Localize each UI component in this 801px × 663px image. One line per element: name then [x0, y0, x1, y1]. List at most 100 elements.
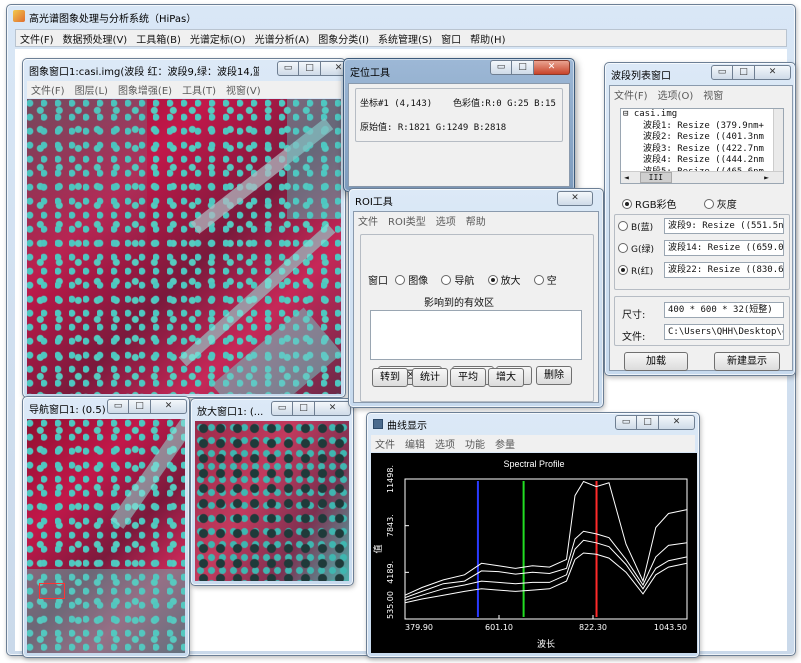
menu-file[interactable]: 文件(F) — [20, 34, 54, 46]
delete-button[interactable]: 删除 — [536, 366, 572, 385]
spectral-profile-chart[interactable]: Spectral Profile 379.90 601.10 822.30 1043.5… — [371, 453, 697, 653]
menu-view[interactable]: 视窗 — [703, 91, 724, 102]
channel-blue[interactable]: B(蓝) — [618, 220, 653, 233]
close-button[interactable]: ✕ — [534, 60, 570, 75]
minimize-button[interactable]: ▭ — [490, 60, 512, 75]
app-icon — [13, 10, 25, 22]
minimize-button[interactable]: ▭ — [711, 65, 733, 80]
menu-layer[interactable]: 图层(L) — [74, 86, 108, 97]
scroll-right-icon[interactable]: ► — [764, 173, 769, 182]
radio-nav[interactable] — [441, 275, 452, 285]
radio-image[interactable] — [395, 275, 406, 285]
menu-tools[interactable]: 工具(T) — [182, 86, 216, 97]
menu-options[interactable]: 选项(O) — [657, 91, 694, 102]
spectral-curve-4 — [404, 552, 688, 604]
menu-enhance[interactable]: 图象增强(E) — [117, 86, 173, 97]
curve-window[interactable]: 曲线显示 ▭ □ ✕ 文件 编辑 选项 功能 参量 Spectral Profi… — [366, 412, 700, 658]
menu-params[interactable]: 参量 — [495, 440, 515, 451]
minimize-button[interactable]: ▭ — [271, 401, 293, 416]
affected-list[interactable] — [370, 310, 582, 360]
coord-readout: 坐标#1 (4,143) — [360, 99, 433, 109]
menu-help[interactable]: 帮助 — [465, 217, 486, 228]
menu-view[interactable]: 视窗(V) — [225, 86, 261, 97]
stats-button[interactable]: 统计 — [412, 368, 448, 387]
menu-preprocess[interactable]: 数据预处理(V) — [62, 34, 128, 46]
tree-vscrollbar[interactable] — [773, 109, 783, 171]
menu-options[interactable]: 选项 — [435, 217, 456, 228]
locate-tool-window[interactable]: 定位工具 ▭ □ ✕ 坐标#1 (4,143) 色彩值:R:0 G:25 B:1… — [343, 58, 575, 192]
x-tick-label: 379.90 — [405, 623, 433, 632]
maximize-button[interactable]: □ — [299, 61, 321, 76]
tree-item[interactable]: 波段2: Resize ((401.3nm — [643, 132, 764, 142]
radio-rgb-label: RGB彩色 — [635, 200, 677, 211]
enlarge-button[interactable]: 增大 — [488, 368, 524, 387]
image-window[interactable]: 图象窗口1:casi.img(波段 红：波段9,绿：波段14,篮... ▭ □ … — [22, 58, 357, 398]
band-tree[interactable]: ⊟ casi.img 波段1: Resize (379.9nm+ 波段2: Re… — [620, 108, 784, 184]
radio-blue[interactable] — [618, 221, 628, 231]
minimize-button[interactable]: ▭ — [615, 415, 637, 430]
channel-blue-value: 波段9: Resize ((551.5nm — [664, 218, 784, 234]
radio-zoom-label: 放大 — [500, 276, 521, 287]
x-tick-label: 822.30 — [579, 623, 607, 632]
nav-viewport-box[interactable] — [39, 583, 65, 599]
window-label: 窗口 — [368, 276, 388, 287]
menu-file[interactable]: 文件(F) — [31, 86, 65, 97]
new-display-button[interactable]: 新建显示 — [714, 352, 780, 371]
radio-gray[interactable] — [703, 199, 714, 209]
tree-hscrollbar[interactable]: ◄ III ► — [621, 171, 783, 183]
channel-green-label: G(绿) — [631, 245, 654, 255]
minimize-button[interactable]: ▭ — [107, 399, 129, 414]
channel-green[interactable]: G(绿) — [618, 242, 654, 255]
size-value: 400 * 600 * 32(短整) — [664, 302, 784, 318]
x-axis-label: 波长 — [537, 638, 555, 650]
tree-item[interactable]: 波段1: Resize (379.9nm+ — [643, 120, 764, 131]
scroll-thumb[interactable]: III — [639, 172, 673, 183]
radio-red[interactable] — [618, 265, 628, 275]
close-button[interactable]: ✕ — [659, 415, 695, 430]
menu-system[interactable]: 系统管理(S) — [378, 34, 433, 46]
zoom-image[interactable] — [195, 421, 349, 581]
maximize-button[interactable]: □ — [733, 65, 755, 80]
nav-window[interactable]: 导航窗口1: (0.5) ▭ □ ✕ — [22, 396, 190, 658]
tree-root[interactable]: ⊟ casi.img — [623, 109, 678, 119]
menu-file[interactable]: 文件(F) — [614, 91, 648, 102]
menu-roi-type[interactable]: ROI类型 — [388, 217, 426, 228]
menu-help[interactable]: 帮助(H) — [470, 34, 506, 46]
maximize-button[interactable]: □ — [129, 399, 151, 414]
band-list-window[interactable]: 波段列表窗口 ▭ □ ✕ 文件(F) 选项(O) 视窗 ⊟ casi.img 波… — [604, 62, 796, 376]
channel-red[interactable]: R(红) — [618, 264, 653, 277]
scroll-left-icon[interactable]: ◄ — [624, 173, 629, 182]
minimize-button[interactable]: ▭ — [277, 61, 299, 76]
menu-calibration[interactable]: 光谱定标(O) — [189, 34, 246, 46]
tree-collapse-icon[interactable]: ⊟ — [623, 109, 634, 119]
close-button[interactable]: ✕ — [315, 401, 351, 416]
radio-rgb[interactable] — [622, 199, 632, 209]
menu-window[interactable]: 窗口 — [441, 34, 462, 46]
radio-green[interactable] — [618, 243, 628, 253]
average-button[interactable]: 平均 — [450, 368, 486, 387]
menu-options[interactable]: 选项 — [435, 440, 455, 451]
satellite-image[interactable] — [27, 99, 341, 394]
zoom-window[interactable]: 放大窗口1: (... ▭ □ ✕ — [190, 398, 354, 586]
menu-file[interactable]: 文件 — [358, 217, 378, 228]
radio-zoom[interactable] — [487, 275, 498, 285]
tree-item[interactable]: 波段4: Resize ((444.2nm — [643, 155, 764, 165]
maximize-button[interactable]: □ — [637, 415, 659, 430]
close-button[interactable]: ✕ — [151, 399, 187, 414]
radio-empty[interactable] — [533, 275, 544, 285]
nav-image[interactable] — [27, 419, 185, 653]
menu-function[interactable]: 功能 — [465, 440, 485, 451]
load-button[interactable]: 加载 — [624, 352, 688, 371]
menu-edit[interactable]: 编辑 — [405, 440, 425, 451]
tree-item[interactable]: 波段3: Resize ((422.7nm — [643, 143, 764, 154]
close-button[interactable]: ✕ — [557, 191, 593, 206]
spectral-curve-2 — [404, 530, 688, 599]
close-button[interactable]: ✕ — [755, 65, 791, 80]
menu-classification[interactable]: 图象分类(I) — [318, 34, 369, 46]
maximize-button[interactable]: □ — [293, 401, 315, 416]
menu-spectral-analysis[interactable]: 光谱分析(A) — [254, 34, 310, 46]
goto-button[interactable]: 转到 — [372, 368, 408, 387]
maximize-button[interactable]: □ — [512, 60, 534, 75]
menu-file[interactable]: 文件 — [375, 440, 395, 451]
menu-toolbox[interactable]: 工具箱(B) — [136, 34, 181, 46]
